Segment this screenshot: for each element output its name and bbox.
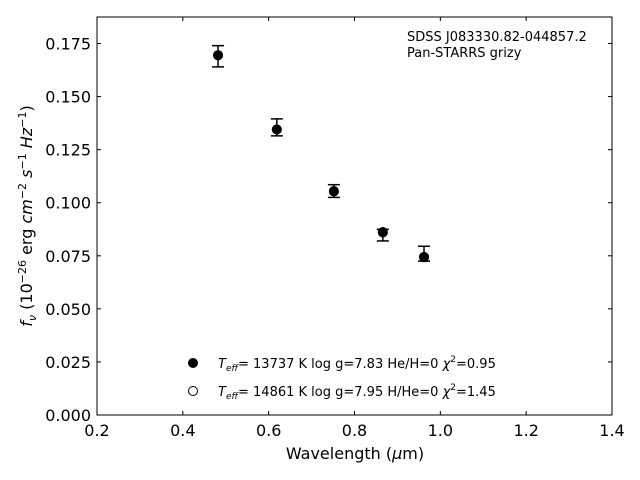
- y-tick-label: 0.175: [45, 35, 91, 54]
- model-point-open: [271, 124, 282, 135]
- legend: Teff= 13737 K log g=7.83 He/H=0 χ2=0.95 …: [188, 355, 496, 402]
- error-bars: [212, 44, 431, 262]
- y-tick-label: 0.000: [45, 406, 91, 425]
- x-tick-label: 1.0: [428, 421, 453, 440]
- legend-marker-filled: [188, 358, 198, 368]
- y-tick-label: 0.025: [45, 353, 91, 372]
- annotation-object: SDSS J083330.82-044857.2: [407, 30, 587, 45]
- model-point-open: [328, 186, 339, 197]
- legend-label-model-2: Teff= 14861 K log g=7.95 H/He=0 χ2=1.45: [218, 383, 496, 402]
- x-axis-label: Wavelength (μm): [286, 444, 424, 463]
- y-tick-label: 0.050: [45, 300, 91, 319]
- y-axis-label: fν (10−26 erg cm−2 s−1 Hz−1): [16, 105, 39, 326]
- legend-label-model-1: Teff= 13737 K log g=7.83 He/H=0 χ2=0.95: [218, 355, 496, 374]
- annotation-survey: Pan-STARRS grizy: [407, 46, 522, 61]
- model-point-open: [213, 50, 224, 61]
- model-point-open: [377, 227, 388, 238]
- x-tick-label: 0.6: [256, 421, 281, 440]
- model-point-open: [419, 251, 430, 262]
- x-tick-label: 1.2: [513, 421, 538, 440]
- x-tick-label: 0.2: [84, 421, 109, 440]
- y-tick-label: 0.150: [45, 88, 91, 107]
- x-tick-label: 1.4: [599, 421, 624, 440]
- y-tick-label: 0.100: [45, 194, 91, 213]
- y-tick-label: 0.125: [45, 141, 91, 160]
- x-tick-label: 0.4: [170, 421, 195, 440]
- plot-frame: [96, 16, 613, 416]
- y-tick-label: 0.075: [45, 247, 91, 266]
- legend-marker-open: [188, 386, 198, 396]
- data-points: [213, 50, 430, 263]
- axis-ticks: 0.2 0.4 0.6 0.8 1.0 1.2 1.4 0.000 0.025 0.050 0.07…: [45, 17, 625, 440]
- x-tick-label: 0.8: [342, 421, 367, 440]
